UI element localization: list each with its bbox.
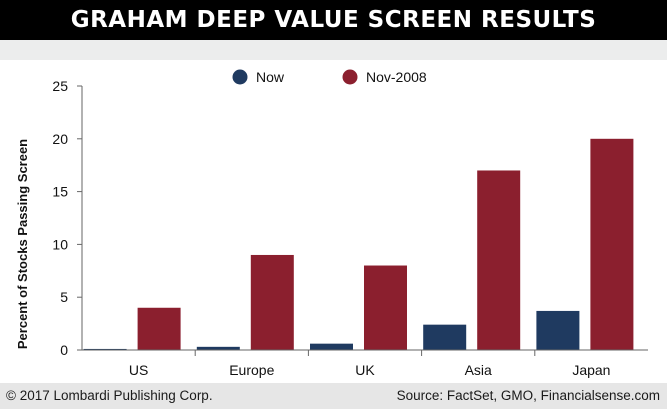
bar-now-us [83,348,127,350]
x-tick-label: Asia [465,362,492,378]
y-axis-ticks: 0 5 10 15 20 25 [52,78,82,358]
copyright-text: © 2017 Lombardi Publishing Corp. [6,388,213,403]
title-banner: GRAHAM DEEP VALUE SCREEN RESULTS [0,0,667,40]
bar-nov-2008-europe [250,254,294,350]
bar-nov-2008-uk [364,265,407,350]
x-tick-label: US [129,362,148,378]
bar-chart: Now Nov-2008 Percent of Stocks Passing Sc… [15,69,648,378]
bar-now-europe [196,346,240,350]
legend-label: Nov-2008 [366,69,427,85]
x-tick-label: Japan [572,362,610,378]
header-band [0,40,667,60]
bar-nov-2008-asia [477,170,521,350]
y-tick-label: 20 [52,131,68,147]
y-tick-label: 5 [60,289,68,305]
y-axis-label: Percent of Stocks Passing Screen [15,139,30,349]
x-tick-label: Europe [229,362,274,378]
y-tick-label: 15 [52,184,68,200]
legend-marker [232,69,248,85]
legend-marker [342,69,358,85]
x-axis-ticks: US Europe UK Asia Japan [129,350,610,378]
source-text: Source: FactSet, GMO, Financialsense.com [396,388,660,403]
bars [83,138,634,350]
footer: © 2017 Lombardi Publishing Corp. Source:… [0,383,667,409]
y-tick-label: 0 [60,342,68,358]
y-tick-label: 25 [52,78,68,94]
chart-legend: Now Nov-2008 [232,69,427,85]
bar-now-asia [423,324,467,350]
bar-now-uk [310,343,353,350]
bar-nov-2008-us [137,307,181,350]
bar-nov-2008-japan [590,138,634,350]
y-tick-label: 10 [52,236,68,252]
chart-title: GRAHAM DEEP VALUE SCREEN RESULTS [70,7,597,33]
bar-now-japan [536,310,580,350]
legend-label: Now [256,69,285,85]
x-tick-label: UK [355,362,375,378]
